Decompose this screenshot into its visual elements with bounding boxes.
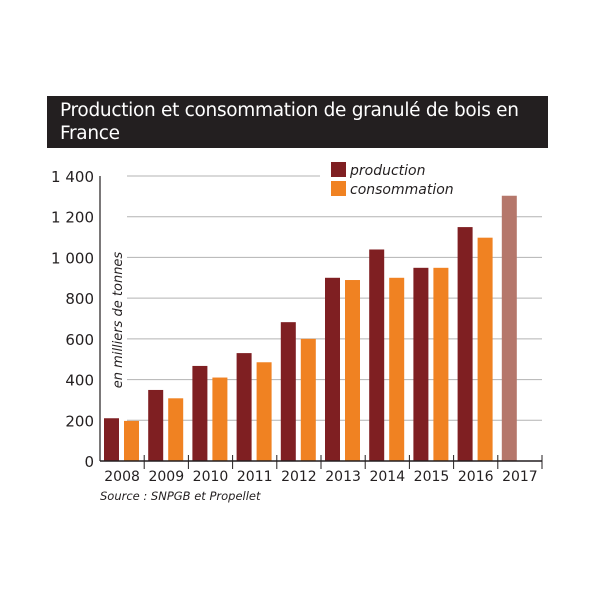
bar-production-2017	[501, 195, 517, 461]
y-tick-label: 1 000	[51, 249, 94, 267]
x-tick-label: 2008	[104, 469, 140, 485]
y-tick-label: 200	[65, 412, 94, 430]
legend-label-production: production	[349, 163, 425, 179]
y-tick-label: 1 200	[51, 209, 94, 227]
y-tick-label: 800	[65, 290, 94, 308]
x-tick-label: 2011	[237, 469, 273, 485]
bar-consommation-2013	[345, 280, 360, 461]
y-tick-label: 600	[65, 331, 94, 349]
bar-production-2009	[148, 389, 164, 461]
bar-production-2015	[413, 267, 429, 461]
y-axis-label: en milliers de tonnes	[111, 252, 126, 389]
bar-consommation-2011	[256, 362, 272, 461]
bar-consommation-2016	[477, 237, 493, 461]
bar-production-2010	[192, 365, 208, 461]
source-note: Source : SNPGB et Propellet	[100, 489, 261, 503]
bar-production-2013	[325, 277, 340, 461]
x-tick-label: 2009	[148, 469, 184, 485]
x-tick-label: 2013	[325, 469, 361, 485]
x-tick-label: 2014	[369, 469, 405, 485]
legend-swatch-consommation	[331, 181, 346, 196]
chart-title: Production et consommation de granulé de…	[47, 96, 548, 148]
x-tick-label: 2010	[193, 469, 229, 485]
x-tick-label: 2016	[458, 469, 494, 485]
y-tick-label: 0	[84, 453, 94, 471]
bar-production-2016	[457, 227, 473, 461]
bar-consommation-2009	[168, 398, 184, 461]
bar-consommation-2015	[433, 267, 449, 461]
bar-consommation-2010	[212, 377, 228, 461]
bar-consommation-2012	[300, 338, 316, 461]
bar-production-2011	[236, 353, 252, 461]
bar-consommation-2014	[389, 277, 405, 461]
bar-production-2008	[104, 418, 119, 461]
legend-swatch-production	[331, 162, 346, 177]
x-tick-label: 2012	[281, 469, 317, 485]
legend-label-consommation: consommation	[350, 182, 454, 198]
x-tick-label: 2017	[502, 469, 538, 485]
y-tick-label: 400	[65, 372, 94, 390]
bar-consommation-2008	[124, 420, 139, 461]
y-tick-label: 1 400	[51, 168, 94, 186]
x-tick-label: 2015	[414, 469, 450, 485]
bar-production-2012	[280, 322, 296, 461]
bar-production-2014	[369, 249, 385, 461]
